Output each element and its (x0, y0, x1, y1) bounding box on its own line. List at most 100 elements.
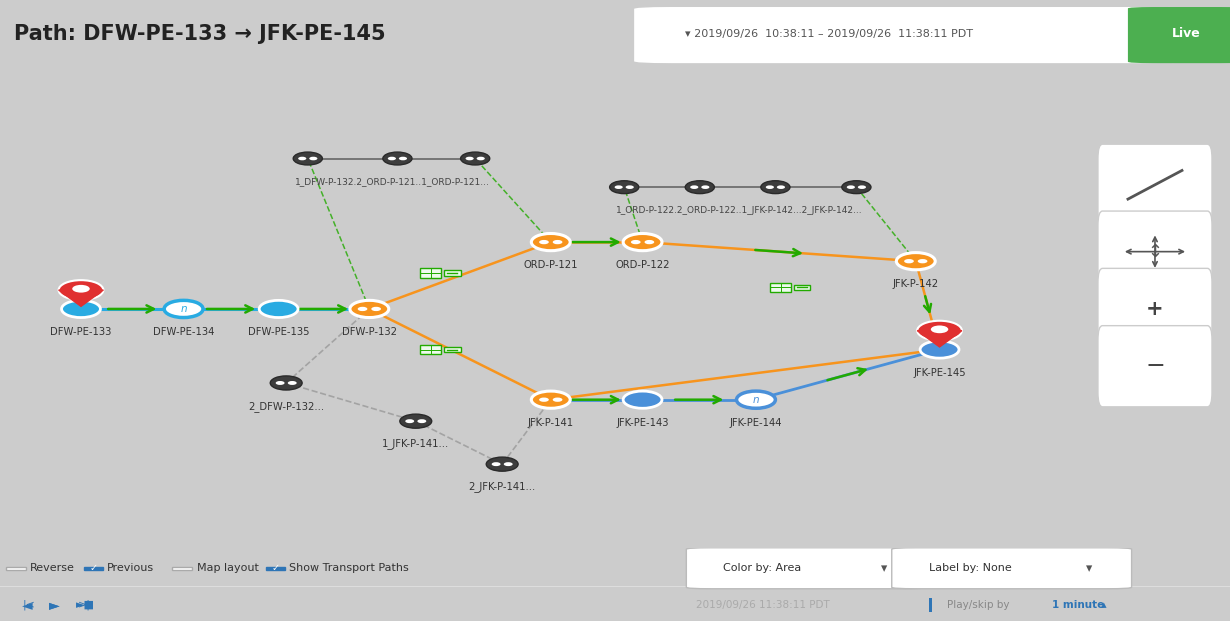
Text: 1_ORD-P-122.2_ORD-P-122..1_JFK-P-142...2_JFK-P-142...: 1_ORD-P-122.2_ORD-P-122..1_JFK-P-142...2… (616, 206, 863, 215)
Text: ↕: ↕ (1148, 243, 1162, 261)
Circle shape (624, 233, 662, 251)
Text: >|: >| (77, 600, 90, 610)
Text: Color by: Area: Color by: Area (723, 563, 802, 573)
Polygon shape (918, 330, 962, 347)
Text: ►: ► (49, 598, 60, 612)
Text: ▴: ▴ (1101, 600, 1107, 610)
Text: ✓: ✓ (272, 563, 279, 573)
FancyBboxPatch shape (770, 283, 791, 292)
Text: Reverse: Reverse (30, 563, 74, 573)
Circle shape (766, 185, 774, 189)
Circle shape (298, 156, 306, 160)
Circle shape (358, 307, 368, 311)
FancyBboxPatch shape (1098, 211, 1212, 292)
Circle shape (539, 397, 549, 402)
Text: JFK-PE-143: JFK-PE-143 (616, 418, 669, 428)
Circle shape (62, 301, 101, 317)
Circle shape (701, 185, 710, 189)
Text: ►■: ►■ (76, 600, 95, 610)
Circle shape (777, 185, 785, 189)
Circle shape (371, 307, 381, 311)
FancyBboxPatch shape (1098, 268, 1212, 350)
Text: 2019/09/26 11:38:11 PDT: 2019/09/26 11:38:11 PDT (696, 600, 829, 610)
Text: +: + (1146, 299, 1164, 319)
Text: n: n (181, 304, 187, 314)
Circle shape (399, 156, 407, 160)
Circle shape (260, 301, 298, 317)
Circle shape (931, 325, 948, 333)
Circle shape (465, 156, 474, 160)
Circle shape (690, 185, 699, 189)
Circle shape (417, 419, 427, 423)
Circle shape (276, 381, 284, 385)
Circle shape (460, 152, 490, 165)
Circle shape (920, 341, 959, 358)
Text: Live: Live (1172, 27, 1200, 40)
Text: n: n (753, 395, 759, 405)
FancyBboxPatch shape (421, 345, 442, 355)
Text: 1_DFW-P-132.2_ORD-P-121..1_ORD-P-121...: 1_DFW-P-132.2_ORD-P-121..1_ORD-P-121... (294, 178, 490, 187)
Circle shape (400, 414, 432, 428)
Circle shape (624, 391, 662, 408)
Circle shape (552, 240, 562, 244)
Text: DFW-PE-133: DFW-PE-133 (50, 327, 112, 337)
Polygon shape (59, 290, 103, 306)
Text: Map layout: Map layout (197, 563, 258, 573)
Circle shape (841, 181, 871, 194)
Circle shape (504, 462, 513, 466)
FancyBboxPatch shape (1098, 144, 1212, 225)
Circle shape (631, 240, 641, 244)
Text: ORD-P-121: ORD-P-121 (524, 260, 578, 270)
Circle shape (293, 152, 322, 165)
Text: DFW-PE-135: DFW-PE-135 (248, 327, 310, 337)
Text: 1_JFK-P-141...: 1_JFK-P-141... (383, 438, 449, 449)
Circle shape (685, 181, 715, 194)
Circle shape (405, 419, 415, 423)
FancyBboxPatch shape (444, 347, 460, 352)
Circle shape (531, 391, 571, 408)
FancyBboxPatch shape (633, 6, 1181, 64)
Circle shape (857, 185, 866, 189)
FancyBboxPatch shape (172, 567, 192, 569)
Circle shape (615, 185, 622, 189)
Text: ◄: ◄ (22, 598, 33, 612)
Circle shape (73, 285, 90, 292)
Text: |<: |< (22, 600, 34, 610)
FancyBboxPatch shape (686, 548, 926, 589)
Circle shape (271, 376, 303, 390)
Text: ►: ► (49, 598, 60, 612)
Text: Path: DFW-PE-133 → JFK-PE-145: Path: DFW-PE-133 → JFK-PE-145 (14, 24, 385, 43)
FancyBboxPatch shape (444, 270, 460, 276)
Text: JFK-P-142: JFK-P-142 (893, 279, 938, 289)
Text: 1 minute: 1 minute (1052, 600, 1103, 610)
Circle shape (539, 240, 549, 244)
Text: ▾: ▾ (1086, 562, 1092, 575)
Text: Play/skip by: Play/skip by (947, 600, 1012, 610)
Text: Previous: Previous (107, 563, 154, 573)
Text: JFK-PE-145: JFK-PE-145 (913, 368, 966, 378)
Text: ORD-P-122: ORD-P-122 (615, 260, 670, 270)
Circle shape (309, 156, 317, 160)
FancyBboxPatch shape (892, 548, 1132, 589)
FancyBboxPatch shape (84, 567, 103, 569)
Circle shape (918, 259, 927, 263)
Circle shape (164, 301, 203, 317)
Text: JFK-PE-144: JFK-PE-144 (729, 418, 782, 428)
Text: Show Transport Paths: Show Transport Paths (289, 563, 408, 573)
Circle shape (897, 253, 935, 270)
Text: 2_DFW-P-132...: 2_DFW-P-132... (248, 401, 325, 412)
Text: 2_JFK-P-141...: 2_JFK-P-141... (469, 481, 536, 492)
Circle shape (486, 457, 518, 471)
Circle shape (349, 301, 389, 317)
Circle shape (918, 320, 962, 340)
FancyBboxPatch shape (266, 567, 285, 569)
Text: −: − (1145, 354, 1165, 378)
FancyBboxPatch shape (1128, 7, 1230, 63)
FancyBboxPatch shape (6, 567, 26, 569)
Circle shape (610, 181, 638, 194)
Circle shape (846, 185, 855, 189)
Circle shape (477, 156, 485, 160)
Circle shape (552, 397, 562, 402)
Text: ↔: ↔ (1148, 243, 1162, 261)
Circle shape (626, 185, 633, 189)
